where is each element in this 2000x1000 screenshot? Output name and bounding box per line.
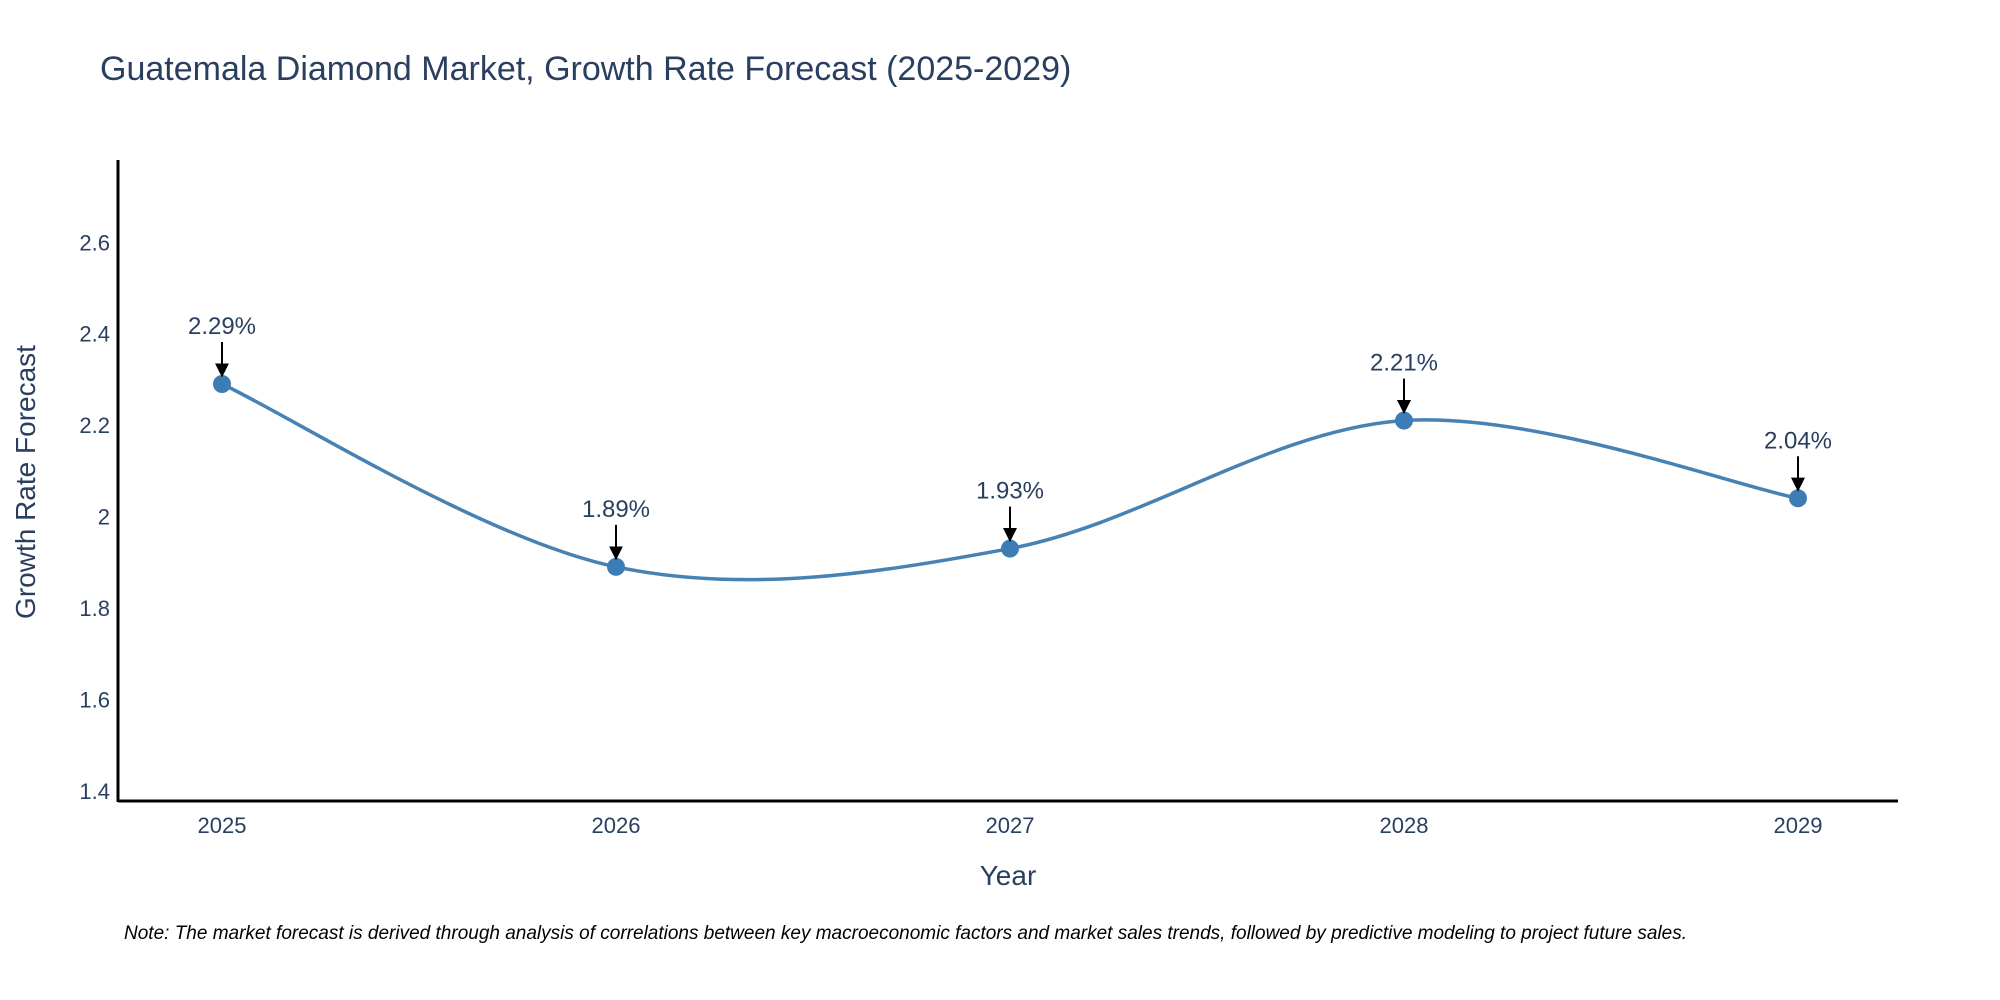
plot-area: 2.29% 1.89% 1.93% 2.21% 2.04% xyxy=(188,313,1832,582)
y-tick-label: 2 xyxy=(98,505,110,530)
x-axis-ticks: 2025 2026 2027 2028 2029 xyxy=(198,813,1823,838)
data-label: 2.29% xyxy=(188,313,256,340)
y-axis-title: Growth Rate Forecast xyxy=(10,345,41,619)
y-tick-label: 2.2 xyxy=(79,413,110,438)
x-tick-label: 2027 xyxy=(986,813,1035,838)
y-tick-label: 2.6 xyxy=(79,230,110,255)
data-point xyxy=(1001,539,1019,558)
data-label: 2.04% xyxy=(1764,427,1832,454)
y-tick-label: 1.8 xyxy=(79,596,110,621)
x-tick-label: 2028 xyxy=(1380,813,1429,838)
y-tick-label: 1.4 xyxy=(79,779,110,804)
data-label: 1.93% xyxy=(976,478,1044,505)
data-point xyxy=(607,557,625,576)
x-tick-label: 2026 xyxy=(592,813,641,838)
x-tick-label: 2029 xyxy=(1774,813,1823,838)
data-label: 1.89% xyxy=(582,496,650,523)
y-tick-label: 2.4 xyxy=(79,322,110,347)
data-point xyxy=(1789,489,1807,508)
y-tick-label: 1.6 xyxy=(79,687,110,712)
data-label: 2.21% xyxy=(1370,350,1438,377)
data-point xyxy=(1395,411,1413,430)
x-tick-label: 2025 xyxy=(198,813,247,838)
data-point xyxy=(213,375,231,393)
y-axis-ticks: 1.4 1.6 1.8 2 2.2 2.4 2.6 xyxy=(79,230,110,804)
x-axis-title: Year xyxy=(980,860,1037,891)
footnote: Note: The market forecast is derived thr… xyxy=(124,923,1687,944)
chart-title: Guatemala Diamond Market, Growth Rate Fo… xyxy=(100,50,1071,88)
